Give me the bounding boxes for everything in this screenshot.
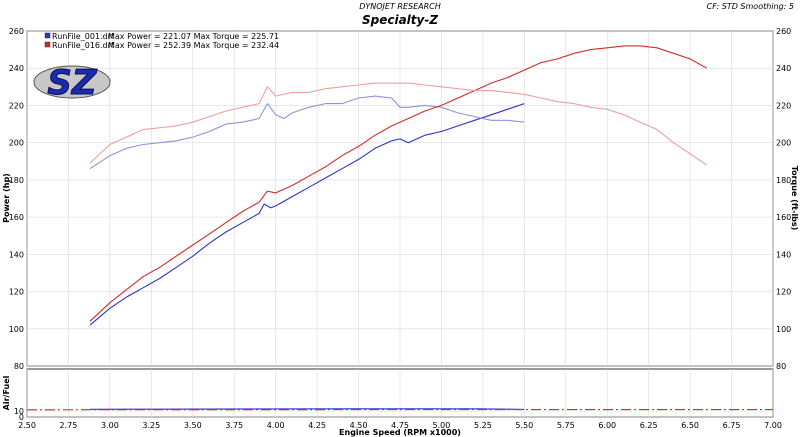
x-tick-label: 5.00 [433, 421, 451, 430]
x-tick-label: 5.75 [557, 421, 575, 430]
x-tick-label: 6.50 [681, 421, 699, 430]
logo-ring [33, 65, 111, 99]
y2-tick-label: 80 [776, 362, 786, 371]
afr-tick-label: 10 [14, 407, 24, 416]
legend-swatch-1 [44, 32, 51, 39]
y2-tick-label: 200 [776, 139, 791, 148]
x-tick-label: 5.50 [515, 421, 533, 430]
legend-file-1: RunFile_001.drf [52, 32, 114, 41]
y2-axis-label: Torque (ft-lbs) [790, 166, 799, 231]
header-settings: CF: STD Smoothing: 5 [707, 2, 794, 11]
y-tick-label: 200 [9, 139, 24, 148]
x-tick-label: 3.00 [101, 421, 119, 430]
logo-text: SZ [47, 63, 97, 103]
y-tick-label: 180 [9, 176, 24, 185]
series-line-power-run001 [89, 103, 525, 326]
x-axis-label: Engine Speed (RPM x1000) [339, 428, 461, 437]
x-tick-label: 4.50 [350, 421, 368, 430]
main-grid [26, 30, 774, 367]
legend-stats-1: Max Power = 221.07 Max Torque = 225.71 [108, 32, 279, 41]
legend-file-2: RunFile_016.drf [52, 41, 114, 50]
y2-tick-label: 120 [776, 288, 791, 297]
y-tick-label: 260 [9, 27, 24, 36]
legend: RunFile_001.drf Max Power = 221.07 Max T… [44, 32, 279, 50]
x-tick-label: 7.00 [764, 421, 782, 430]
y-tick-label: 100 [9, 325, 24, 334]
y2-tick-label: 140 [776, 250, 791, 259]
y-tick-label: 140 [9, 250, 24, 259]
y-tick-label: 220 [9, 101, 24, 110]
y-axis-label: Power (hp) [2, 173, 11, 223]
main-series [89, 45, 708, 326]
header-org: DYNOJET RESEARCH [359, 2, 441, 11]
x-tick-label: 2.75 [60, 421, 78, 430]
x-tick-label: 6.00 [598, 421, 616, 430]
x-tick-label: 3.50 [184, 421, 202, 430]
x-tick-label: 5.25 [474, 421, 492, 430]
x-tick-label: 6.25 [640, 421, 658, 430]
afr-series [26, 408, 773, 411]
y-tick-label: 160 [9, 213, 24, 222]
legend-stats-2: Max Power = 252.39 Max Torque = 232.44 [108, 41, 279, 50]
series-line-power-run016 [89, 45, 707, 322]
series-line-torque-run016 [89, 82, 708, 166]
y2-tick-label: 260 [776, 27, 791, 36]
series-line-torque-run001 [89, 95, 525, 170]
x-tick-label: 2.50 [18, 421, 36, 430]
x-tick-label: 3.25 [142, 421, 160, 430]
chart-title: Specialty-Z [362, 13, 438, 27]
x-tick-label: 4.25 [308, 421, 326, 430]
y2-tick-label: 240 [776, 64, 791, 73]
y-tick-label: 80 [14, 362, 24, 371]
y2-tick-label: 100 [776, 325, 791, 334]
x-tick-label: 6.75 [723, 421, 741, 430]
y-tick-label: 240 [9, 64, 24, 73]
sz-logo: SZ [33, 63, 111, 104]
y2-tick-label: 220 [776, 101, 791, 110]
afr-axis-label: Air/Fuel [2, 375, 11, 410]
legend-swatch-2 [44, 41, 51, 48]
x-tick-label: 4.75 [391, 421, 409, 430]
afr-grid [26, 369, 774, 418]
y2-tick-label: 180 [776, 176, 791, 185]
y2-tick-label: 160 [776, 213, 791, 222]
x-tick-label: 3.75 [225, 421, 243, 430]
tick-labels: 2.50 2.75 3.00 3.25 3.50 3.75 4.00 4.25 4.50 4.75… [9, 27, 792, 430]
y-tick-label: 120 [9, 288, 24, 297]
x-tick-label: 4.00 [267, 421, 285, 430]
afr-tick-label: 0 [19, 413, 24, 422]
